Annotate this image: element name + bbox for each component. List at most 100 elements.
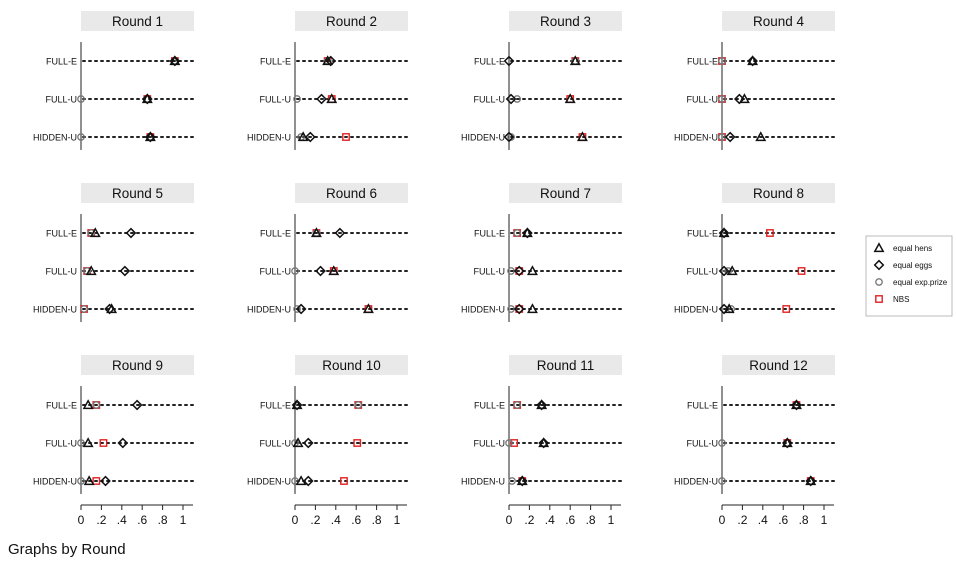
equal-prize-marker bbox=[513, 229, 522, 237]
equal-eggs-marker bbox=[117, 437, 129, 449]
equal-eggs-marker bbox=[733, 93, 745, 105]
nbs-marker bbox=[875, 295, 883, 303]
equal-eggs-marker bbox=[747, 55, 758, 67]
equal-hens-marker bbox=[726, 265, 738, 276]
panel-title-strip bbox=[81, 11, 194, 31]
row-label: HIDDEN-U bbox=[461, 477, 505, 487]
panel-12: Round 12 FULL-E FULL-U HIDDEN-U 0 .2 .4 .6 .8 1 bbox=[674, 355, 835, 527]
equal-hens-marker bbox=[89, 227, 101, 238]
legend-label-prize: equal exp.prize bbox=[893, 278, 948, 287]
nbs-marker bbox=[766, 229, 774, 237]
row-label: FULL-E bbox=[46, 401, 77, 411]
equal-eggs-marker bbox=[781, 437, 793, 449]
row-label: FULL-E bbox=[46, 57, 77, 67]
x-tick-label: .4 bbox=[331, 513, 341, 527]
equal-eggs-marker bbox=[304, 131, 316, 143]
row-label: FULL-U bbox=[45, 439, 77, 449]
row-label: HIDDEN-U bbox=[247, 133, 291, 143]
equal-prize-marker bbox=[293, 305, 301, 313]
panel-8: Round 8 FULL-E FULL-U HIDDEN-U bbox=[674, 183, 835, 322]
nbs-marker bbox=[99, 439, 108, 447]
x-tick-label: .8 bbox=[372, 513, 382, 527]
row-label: FULL-U bbox=[45, 267, 77, 277]
equal-eggs-marker bbox=[503, 55, 515, 67]
row-label: FULL-U bbox=[259, 439, 291, 449]
equal-eggs-marker bbox=[718, 303, 730, 315]
equal-eggs-marker bbox=[131, 399, 143, 411]
equal-hens-marker bbox=[564, 93, 576, 104]
panel-title: Round 7 bbox=[540, 186, 591, 201]
x-tick-label: 1 bbox=[394, 513, 401, 527]
equal-hens-marker bbox=[526, 303, 538, 314]
equal-eggs-marker bbox=[513, 265, 525, 277]
row-label: FULL-E bbox=[474, 57, 505, 67]
row-label: FULL-U bbox=[473, 439, 505, 449]
equal-prize-marker bbox=[77, 133, 85, 141]
nbs-marker bbox=[92, 477, 101, 485]
equal-hens-marker bbox=[322, 55, 334, 66]
equal-prize-marker bbox=[77, 439, 85, 447]
row-label: FULL-E bbox=[260, 401, 291, 411]
x-tick-label: .8 bbox=[799, 513, 809, 527]
row-label: FULL-U bbox=[686, 439, 718, 449]
x-tick-label: .6 bbox=[137, 513, 147, 527]
nbs-marker bbox=[797, 267, 806, 275]
equal-eggs-marker bbox=[334, 227, 346, 239]
row-label: FULL-U bbox=[686, 95, 718, 105]
panel-title-strip bbox=[295, 183, 408, 203]
row-label: HIDDEN-U bbox=[33, 133, 77, 143]
equal-eggs-marker bbox=[125, 227, 137, 239]
equal-prize-marker bbox=[718, 95, 726, 103]
equal-eggs-marker bbox=[805, 475, 817, 487]
panel-title-strip bbox=[509, 355, 622, 375]
equal-prize-marker bbox=[77, 477, 85, 485]
panel-title: Round 5 bbox=[112, 186, 163, 201]
equal-prize-marker bbox=[92, 401, 101, 409]
equal-hens-marker bbox=[526, 265, 538, 276]
equal-eggs-marker bbox=[536, 399, 548, 411]
equal-hens-marker bbox=[82, 437, 94, 448]
x-tick-label: 1 bbox=[821, 513, 828, 527]
equal-prize-marker bbox=[77, 95, 85, 103]
panel-4: Round 4 FULL-E FULL-U HIDDEN-U bbox=[674, 11, 835, 150]
panel-title: Round 6 bbox=[326, 186, 377, 201]
nbs-marker bbox=[510, 439, 518, 447]
equal-eggs-marker bbox=[873, 259, 885, 271]
equal-eggs-marker bbox=[302, 437, 314, 449]
panel-5: Round 5 FULL-E FULL-U HIDDEN-U bbox=[33, 183, 194, 322]
equal-eggs-marker bbox=[316, 93, 327, 105]
equal-hens-marker bbox=[569, 55, 581, 66]
equal-hens-marker bbox=[576, 131, 588, 142]
x-tick-label: .4 bbox=[545, 513, 555, 527]
equal-hens-marker bbox=[292, 437, 304, 448]
row-label: FULL-U bbox=[473, 95, 505, 105]
legend-label-eggs: equal eggs bbox=[893, 261, 932, 270]
x-tick-label: .6 bbox=[565, 513, 575, 527]
x-tick-label: .4 bbox=[758, 513, 768, 527]
panel-title-strip bbox=[295, 355, 408, 375]
row-label: HIDDEN-U bbox=[461, 133, 505, 143]
legend-label-nbs: NBS bbox=[893, 295, 909, 304]
equal-eggs-marker bbox=[325, 55, 337, 67]
equal-hens-marker bbox=[755, 131, 767, 142]
panel-6: Round 6 FULL-E FULL-U HIDDEN-U bbox=[247, 183, 408, 322]
equal-hens-marker bbox=[295, 475, 307, 486]
equal-hens-marker bbox=[83, 475, 95, 486]
panel-title-strip bbox=[81, 183, 194, 203]
row-label: FULL-E bbox=[687, 229, 718, 239]
legend-label-hens: equal hens bbox=[893, 244, 932, 253]
panel-title-strip bbox=[722, 355, 835, 375]
panel-title: Round 4 bbox=[753, 14, 805, 29]
x-tick-label: .2 bbox=[737, 513, 747, 527]
equal-eggs-marker bbox=[295, 303, 307, 315]
panel-1: Round 1 FULL-E FULL-U HIDDEN-U bbox=[33, 11, 194, 150]
row-label: FULL-U bbox=[259, 95, 291, 105]
equal-hens-marker bbox=[328, 265, 340, 276]
panel-2: Round 2 FULL-E FULL-U HIDDEN-U bbox=[247, 11, 408, 150]
equal-prize-marker bbox=[508, 477, 516, 485]
x-tick-label: 0 bbox=[506, 513, 513, 527]
equal-eggs-marker bbox=[119, 265, 131, 277]
panel-title: Round 2 bbox=[326, 14, 377, 29]
panel-9: Round 9 FULL-E FULL-U HIDDEN-U 0 .2 .4 .6 .8 1 bbox=[33, 355, 194, 527]
row-label: FULL-U bbox=[45, 95, 77, 105]
